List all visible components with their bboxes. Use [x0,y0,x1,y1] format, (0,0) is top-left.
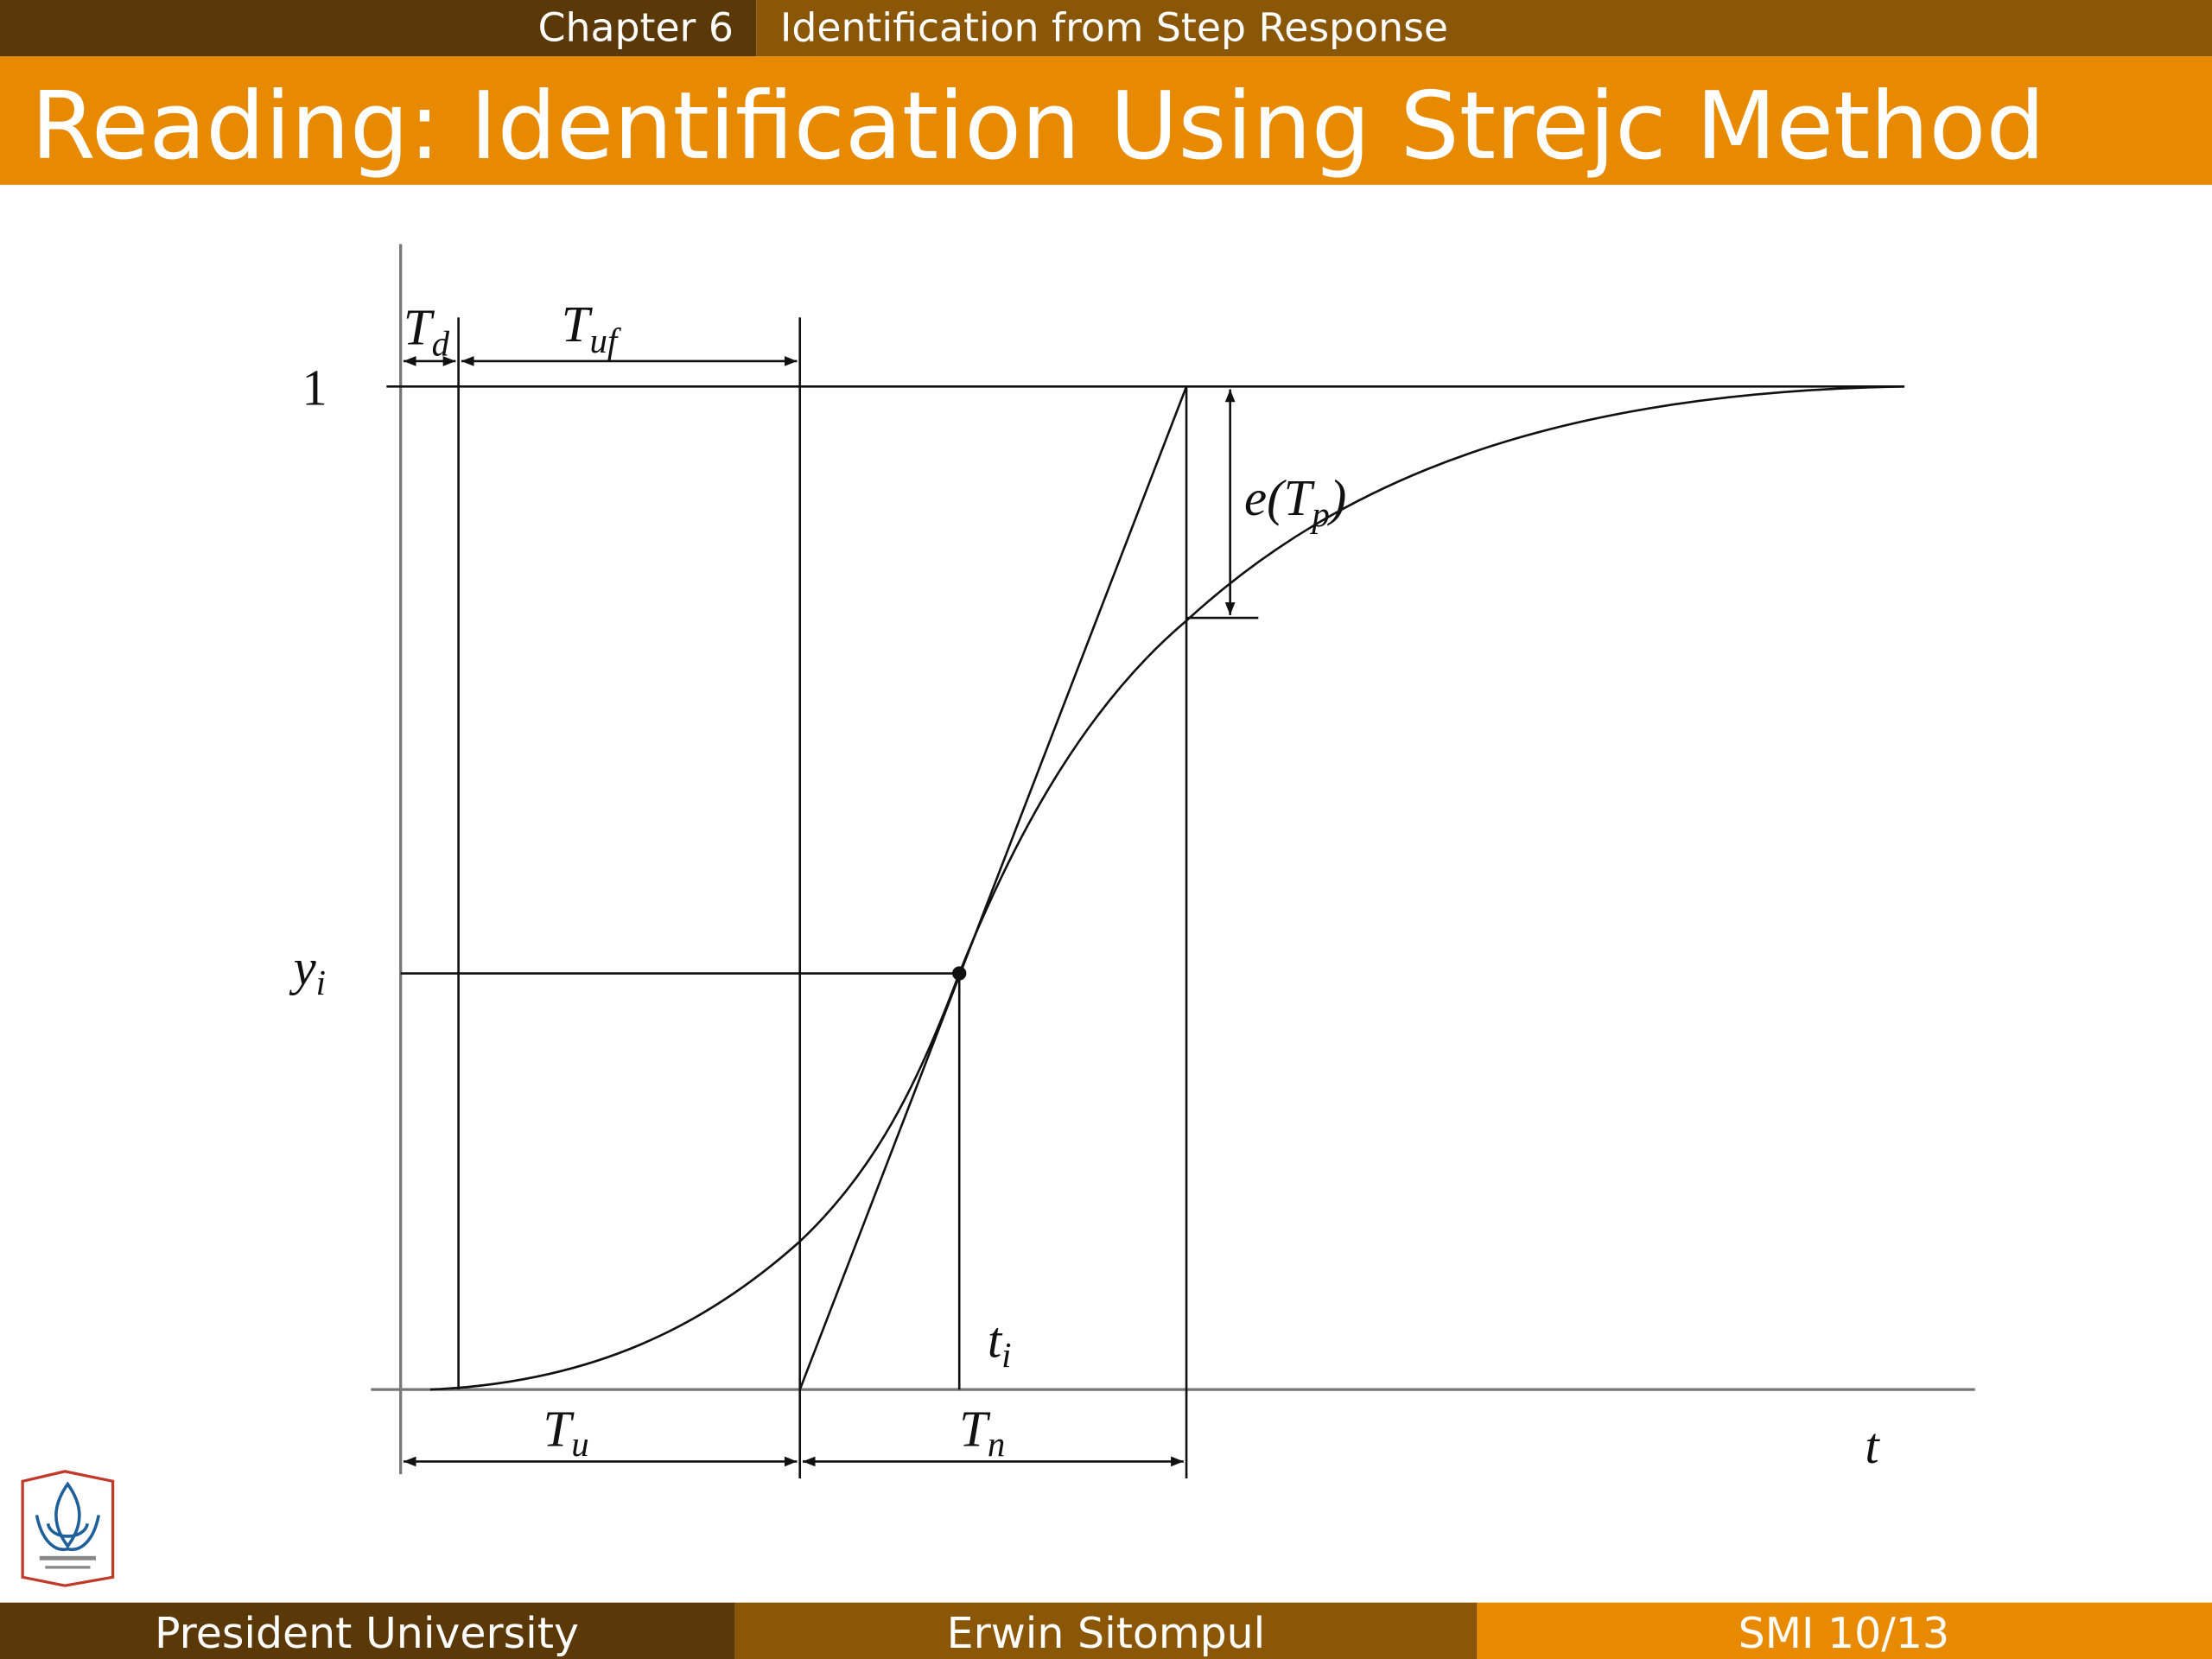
label-ti: ti [988,1313,1012,1375]
label-t: t [1865,1418,1880,1474]
label-tuf: Tuf [562,296,622,360]
label-yi: yi [289,940,326,1002]
slide-title: Reading: Identification Using Strejc Met… [31,73,2045,181]
label-td: Td [404,299,450,363]
label-one: 1 [302,360,327,416]
header-right [756,0,2212,57]
inflection-point [952,966,967,981]
step-response [429,385,1905,1391]
chapter: Chapter 6 [538,4,734,50]
logo [21,1470,115,1587]
footer-left [0,1602,735,1659]
footer-center [734,1602,1478,1659]
footer-right [1477,1602,2212,1659]
footer-author: Erwin Sitompul [947,1609,1266,1658]
label-tu: Tu [543,1401,589,1463]
footer-page: SMI 10/13 [1738,1609,1949,1658]
footer-university: President University [155,1609,579,1658]
label-tn: Tn [959,1401,1005,1463]
section: Identification from Step Response [780,4,1448,50]
diagram: Td Tuf 1 yi e(Tp) ti Tu Tn t [289,244,1975,1479]
tangent [798,385,1188,1390]
label-etp: e(Tp) [1244,470,1346,534]
header-left [0,0,757,57]
title-bar [0,56,2212,185]
